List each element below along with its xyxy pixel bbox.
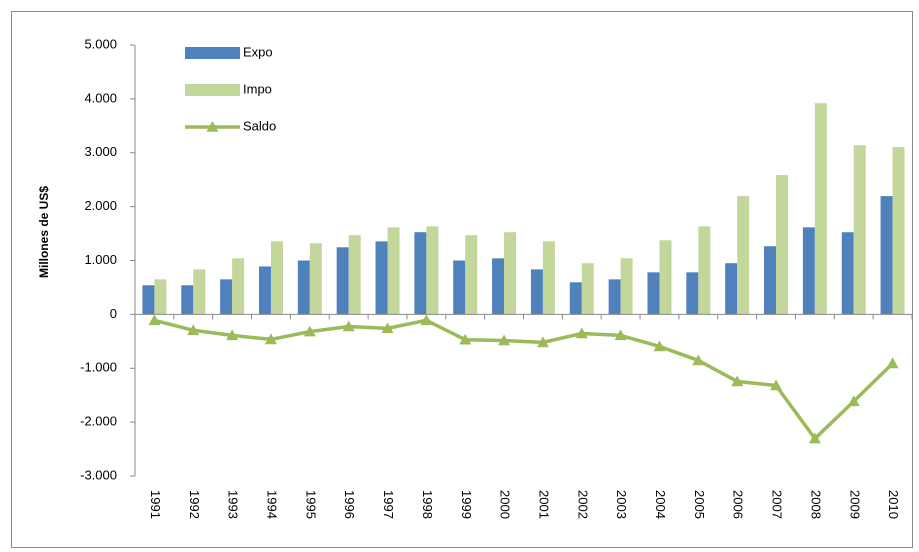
marker — [264, 333, 277, 345]
x-tick-label: 1999 — [459, 490, 474, 519]
bar — [142, 285, 155, 315]
x-tick-label: 2000 — [498, 490, 513, 519]
marker — [498, 334, 511, 346]
x-tick-label: 1994 — [265, 490, 280, 519]
x-tick-label: 2001 — [536, 490, 551, 519]
marker — [187, 324, 200, 336]
bar — [465, 235, 478, 315]
marker — [459, 333, 472, 345]
marker — [808, 432, 821, 444]
bar — [348, 235, 361, 315]
x-tick-label: 1995 — [303, 490, 318, 519]
marker — [770, 379, 783, 391]
y-tick-label: 1.000 — [84, 252, 117, 267]
bar — [258, 266, 271, 315]
legend-label: Saldo — [243, 118, 276, 133]
y-tick-label: 5.000 — [84, 36, 117, 51]
bar — [737, 196, 750, 315]
bar — [270, 241, 283, 315]
marker — [381, 322, 394, 334]
bar — [504, 232, 517, 315]
bar — [181, 285, 194, 315]
y-tick-label: -2.000 — [80, 414, 117, 429]
marker — [731, 375, 744, 387]
bar — [647, 272, 660, 315]
bar — [764, 246, 777, 315]
bar — [193, 269, 206, 315]
x-tick-label: 2003 — [614, 490, 629, 519]
legend-label: Expo — [243, 44, 273, 59]
bar — [698, 226, 711, 315]
bar — [297, 260, 310, 315]
marker — [303, 325, 316, 337]
legend-label: Impo — [243, 81, 272, 96]
bar — [220, 279, 233, 315]
bar — [620, 258, 633, 315]
bar — [542, 241, 555, 315]
x-tick-label: 1992 — [187, 490, 202, 519]
marker — [420, 314, 433, 326]
marker — [886, 357, 899, 369]
legend-swatch — [185, 47, 240, 59]
marker — [653, 340, 666, 352]
marker — [342, 320, 355, 332]
bar — [814, 103, 827, 315]
bar — [569, 282, 582, 315]
bar — [154, 279, 167, 315]
y-tick-label: 3.000 — [84, 144, 117, 159]
line — [153, 318, 894, 441]
x-tick-label: 2006 — [731, 490, 746, 519]
bar — [892, 147, 905, 315]
x-tick-label: 1993 — [226, 490, 241, 519]
y-tick-label: 0 — [110, 306, 117, 321]
x-tick-label: 2008 — [808, 490, 823, 519]
marker — [575, 327, 588, 339]
marker — [226, 329, 239, 341]
x-tick-label: 2005 — [692, 490, 707, 519]
x-tick-label: 1998 — [420, 490, 435, 519]
bar — [232, 258, 245, 315]
x-tick-label: 1991 — [148, 490, 163, 519]
bar — [659, 240, 672, 315]
bar — [387, 227, 400, 315]
x-tick-label: 1997 — [381, 490, 396, 519]
x-tick-label: 2004 — [653, 490, 668, 519]
marker — [692, 354, 705, 366]
y-axis-title: Millones de US$ — [37, 186, 51, 278]
bar — [426, 226, 439, 315]
legend-marker — [206, 121, 219, 132]
bar — [414, 232, 427, 315]
bar — [375, 241, 388, 315]
x-tick-label: 2009 — [847, 490, 862, 519]
bar — [336, 247, 349, 315]
y-tick-label: 2.000 — [84, 198, 117, 213]
x-tick-label: 2010 — [886, 490, 901, 519]
bar — [841, 232, 854, 315]
bar — [608, 279, 621, 315]
marker — [536, 336, 549, 348]
marker — [148, 314, 161, 326]
legend-swatch — [185, 84, 240, 96]
x-tick-label: 2007 — [770, 490, 785, 519]
bar — [309, 243, 322, 315]
bar — [453, 260, 466, 315]
x-tick-label: 2002 — [575, 490, 590, 519]
marker — [847, 395, 860, 407]
marker — [614, 329, 627, 341]
bar — [725, 263, 738, 315]
y-tick-label: -1.000 — [80, 360, 117, 375]
x-tick-label: 1996 — [342, 490, 357, 519]
bar — [776, 175, 789, 315]
bar — [880, 196, 893, 315]
bar — [853, 145, 866, 315]
bar — [492, 258, 505, 315]
y-tick-label: -3.000 — [80, 467, 117, 482]
bar — [530, 269, 543, 315]
bar — [686, 272, 699, 315]
y-tick-label: 4.000 — [84, 90, 117, 105]
bar — [581, 263, 594, 315]
bar — [802, 227, 815, 315]
